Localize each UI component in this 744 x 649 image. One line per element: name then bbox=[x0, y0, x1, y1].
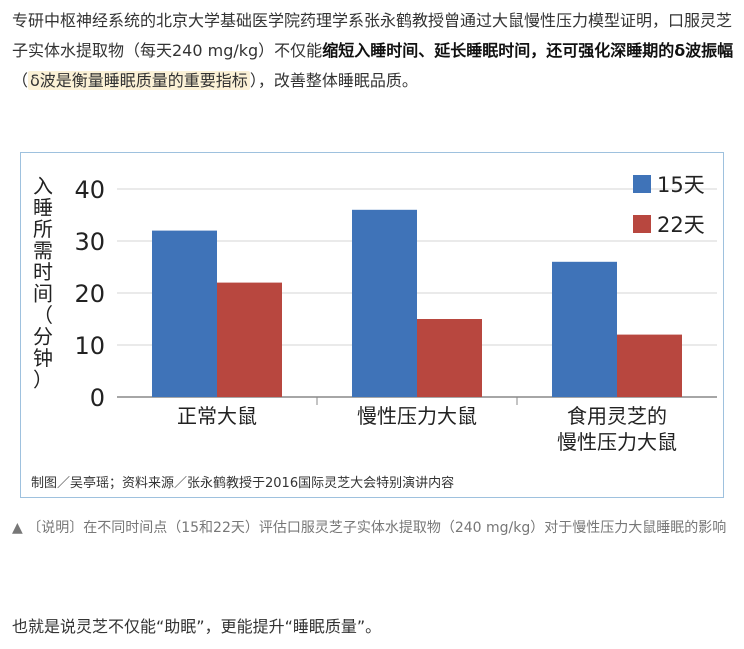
bar-series-2 bbox=[617, 334, 682, 397]
legend-label: 22天 bbox=[657, 213, 705, 237]
chart-credit: 制图／吴亭瑶；资料来源／张永鹤教授于2016国际灵芝大会特别演讲内容 bbox=[31, 476, 455, 491]
y-tick-label: 40 bbox=[74, 176, 105, 204]
paren-close: ） bbox=[249, 71, 258, 90]
intro-paragraph: 专研中枢神经系统的北京大学基础医学院药理学系张永鹤教授曾通过大鼠慢性压力模型证明… bbox=[12, 6, 736, 96]
bar-series-1 bbox=[352, 209, 417, 397]
y-tick-label: 10 bbox=[74, 332, 105, 360]
intro-text-1: 专研中枢神经系统的北京大学基础医学院药理学系张永鹤教授曾通过大鼠慢性压力模型证明… bbox=[12, 11, 733, 60]
y-tick-label: 30 bbox=[74, 228, 105, 256]
intro-text-2: ，改善整体睡眠品质。 bbox=[257, 71, 418, 90]
category-label: 正常大鼠 bbox=[177, 404, 257, 428]
y-tick-label: 0 bbox=[90, 384, 105, 412]
y-axis-label: 入睡所需时间（分钟） bbox=[33, 174, 53, 392]
bar-series-1 bbox=[152, 230, 217, 397]
paren-open: （ bbox=[12, 71, 29, 90]
y-tick-label: 20 bbox=[74, 280, 105, 308]
bar-series-2 bbox=[417, 319, 482, 397]
bar-series-2 bbox=[217, 282, 282, 397]
closing-paragraph: 也就是说灵芝不仅能“助眠”，更能提升“睡眠质量”。 bbox=[12, 617, 382, 636]
figure-caption: ▲ 〔说明〕在不同时间点（15和22天）评估口服灵芝子实体水提取物（240 mg… bbox=[12, 520, 727, 536]
legend-swatch bbox=[633, 215, 651, 233]
bar-chart: 0 10 20 30 40 入睡所需时间（分钟） 正常大鼠 慢性压力大鼠 食用灵芝的慢性压力大鼠… bbox=[33, 173, 717, 454]
legend-swatch bbox=[633, 175, 651, 193]
chart-frame: 0 10 20 30 40 入睡所需时间（分钟） 正常大鼠 慢性压力大鼠 食用灵芝的慢性压力大鼠… bbox=[20, 152, 724, 498]
legend-label: 15天 bbox=[657, 173, 705, 197]
intro-bold-text: 缩短入睡时间、延长睡眠时间，还可强化深睡期的δ波振幅 bbox=[322, 41, 734, 60]
category-label: 慢性压力大鼠 bbox=[357, 404, 477, 428]
category-label: 食用灵芝的慢性压力大鼠 bbox=[557, 404, 677, 454]
highlight-note: δ波是衡量睡眠质量的重要指标 bbox=[28, 71, 250, 90]
bar-series-1 bbox=[552, 261, 617, 397]
